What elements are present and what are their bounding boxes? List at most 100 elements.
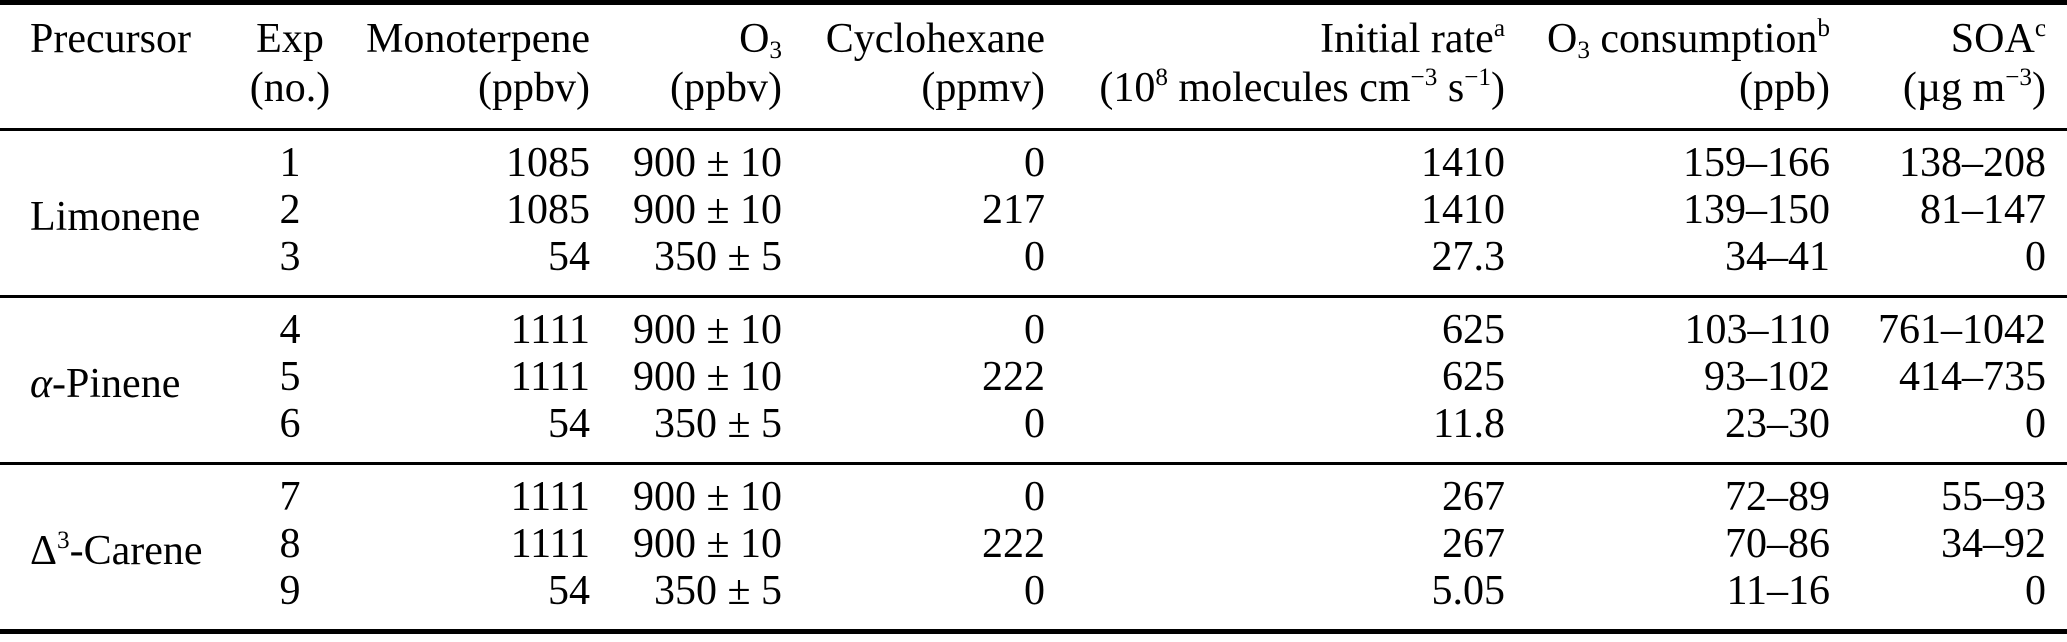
col-header-o3: O3 (ppbv) [600, 3, 792, 130]
exp-cell: 5 [279, 354, 301, 400]
table-row: Δ3-Carene 7 1111 900 ± 10 0 267 72–89 55… [0, 464, 2067, 574]
initial-rate-cell: 1410 [1421, 187, 1505, 233]
monoterpene-cell: 1111 [510, 354, 590, 400]
col-header-exp: Exp (no.) [230, 3, 350, 130]
cyclohexane-cell: 0 [1024, 401, 1045, 447]
o3-cell: 900 ± 10 [632, 187, 782, 233]
header-line1: O3 consumptionb [1546, 15, 1830, 64]
o3-consumption-cell: 34–41 [1725, 234, 1830, 280]
header-line2 [30, 65, 230, 111]
precursor-label: Limonene [30, 194, 201, 240]
o3-cell: 900 ± 10 [632, 521, 782, 567]
o3-consumption-cell: 72–89 [1725, 474, 1830, 520]
o3-consumption-cell: 23–30 [1725, 401, 1830, 447]
o3-cell: 900 ± 10 [632, 307, 782, 353]
o3-cell: 350 ± 5 [653, 234, 782, 280]
exp-cell: 6 [279, 401, 301, 447]
header-line2: (ppbv) [478, 65, 590, 111]
monoterpene-cell: 54 [548, 234, 590, 280]
o3-consumption-cell: 159–166 [1683, 140, 1830, 186]
soa-cell: 414–735 [1899, 354, 2046, 400]
precursor-label: α-Pinene [30, 361, 181, 407]
exp-cell: 8 [279, 521, 301, 567]
exp-cell: 2 [279, 187, 301, 233]
cyclohexane-cell: 217 [982, 187, 1045, 233]
header-line1: SOAc [1950, 15, 2046, 62]
monoterpene-cell: 1085 [506, 140, 590, 186]
col-header-soa: SOAc (µg m−3) [1840, 3, 2067, 130]
monoterpene-cell: 54 [548, 401, 590, 447]
soa-cell: 55–93 [1941, 474, 2046, 520]
monoterpene-cell: 1111 [510, 474, 590, 520]
cyclohexane-cell: 0 [1024, 307, 1045, 353]
table-row: 8 1111 900 ± 10 222 267 70–86 34–92 [0, 521, 2067, 568]
soa-cell: 0 [2025, 401, 2046, 447]
initial-rate-cell: 267 [1442, 474, 1505, 520]
initial-rate-cell: 625 [1442, 354, 1505, 400]
table-header: Precursor Exp (no.) Monoterpene (ppbv) O… [0, 3, 2067, 130]
o3-consumption-cell: 139–150 [1683, 187, 1830, 233]
header-line1: Monoterpene [366, 16, 590, 62]
header-row: Precursor Exp (no.) Monoterpene (ppbv) O… [0, 3, 2067, 130]
initial-rate-cell: 625 [1442, 307, 1505, 353]
header-line1: Initial ratea [1320, 15, 1505, 62]
o3-cell: 900 ± 10 [632, 474, 782, 520]
exp-cell: 7 [279, 474, 301, 520]
o3-consumption-cell: 93–102 [1704, 354, 1830, 400]
col-header-o3-consumption: O3 consumptionb (ppb) [1515, 3, 1840, 130]
o3-cell: 900 ± 10 [632, 354, 782, 400]
monoterpene-cell: 1111 [510, 521, 590, 567]
monoterpene-cell: 1111 [510, 307, 590, 353]
table-row: 9 54 350 ± 5 0 5.05 11–16 0 [0, 568, 2067, 632]
monoterpene-cell: 1085 [506, 187, 590, 233]
header-line2: (ppb) [1739, 65, 1830, 111]
table-row: 3 54 350 ± 5 0 27.3 34–41 0 [0, 234, 2067, 297]
header-line1: Precursor [30, 16, 191, 62]
header-line2: (ppmv) [921, 65, 1045, 111]
soa-cell: 138–208 [1899, 140, 2046, 186]
header-line1: O3 [739, 16, 782, 64]
header-line2: (108 molecules cm−3 s−1) [1099, 64, 1505, 111]
col-header-precursor: Precursor [0, 3, 230, 130]
table-row: 2 1085 900 ± 10 217 1410 139–150 81–147 [0, 187, 2067, 234]
exp-cell: 1 [279, 140, 301, 186]
header-line2: (no.) [249, 65, 331, 111]
header-line2: (ppbv) [670, 65, 782, 111]
soa-cell: 761–1042 [1878, 307, 2046, 353]
cyclohexane-cell: 0 [1024, 474, 1045, 520]
initial-rate-cell: 5.05 [1431, 568, 1506, 614]
o3-consumption-cell: 103–110 [1684, 307, 1830, 353]
soa-cell: 0 [2025, 568, 2046, 614]
table-row: 6 54 350 ± 5 0 11.8 23–30 0 [0, 401, 2067, 464]
group-alpha-pinene: α-Pinene 4 1111 900 ± 10 0 625 103–110 7… [0, 296, 2067, 464]
soa-cell: 34–92 [1941, 521, 2046, 567]
cyclohexane-cell: 222 [982, 521, 1045, 567]
o3-consumption-cell: 11–16 [1726, 568, 1830, 614]
soa-cell: 0 [2025, 234, 2046, 280]
precursor-label: Δ3-Carene [30, 527, 203, 574]
exp-cell: 3 [279, 234, 301, 280]
initial-rate-cell: 267 [1442, 521, 1505, 567]
o3-cell: 900 ± 10 [632, 140, 782, 186]
col-header-monoterpene: Monoterpene (ppbv) [350, 3, 600, 130]
table-row: Limonene 1 1085 900 ± 10 0 1410 159–166 … [0, 130, 2067, 240]
cyclohexane-cell: 0 [1024, 234, 1045, 280]
o3-cell: 350 ± 5 [653, 401, 782, 447]
header-line1: Cyclohexane [825, 16, 1045, 62]
table-row: 5 1111 900 ± 10 222 625 93–102 414–735 [0, 354, 2067, 401]
initial-rate-cell: 1410 [1421, 140, 1505, 186]
soa-cell: 81–147 [1920, 187, 2046, 233]
cyclohexane-cell: 0 [1024, 140, 1045, 186]
exp-cell: 9 [279, 568, 301, 614]
o3-consumption-cell: 70–86 [1725, 521, 1830, 567]
group-delta3-carene: Δ3-Carene 7 1111 900 ± 10 0 267 72–89 55… [0, 463, 2067, 632]
group-limonene: Limonene 1 1085 900 ± 10 0 1410 159–166 … [0, 130, 2067, 297]
col-header-initial-rate: Initial ratea (108 molecules cm−3 s−1) [1055, 3, 1515, 130]
col-header-cyclohexane: Cyclohexane (ppmv) [792, 3, 1055, 130]
cyclohexane-cell: 0 [1024, 568, 1045, 614]
cyclohexane-cell: 222 [982, 354, 1045, 400]
initial-rate-cell: 27.3 [1431, 234, 1506, 280]
monoterpene-cell: 54 [548, 568, 590, 614]
initial-rate-cell: 11.8 [1433, 401, 1505, 447]
